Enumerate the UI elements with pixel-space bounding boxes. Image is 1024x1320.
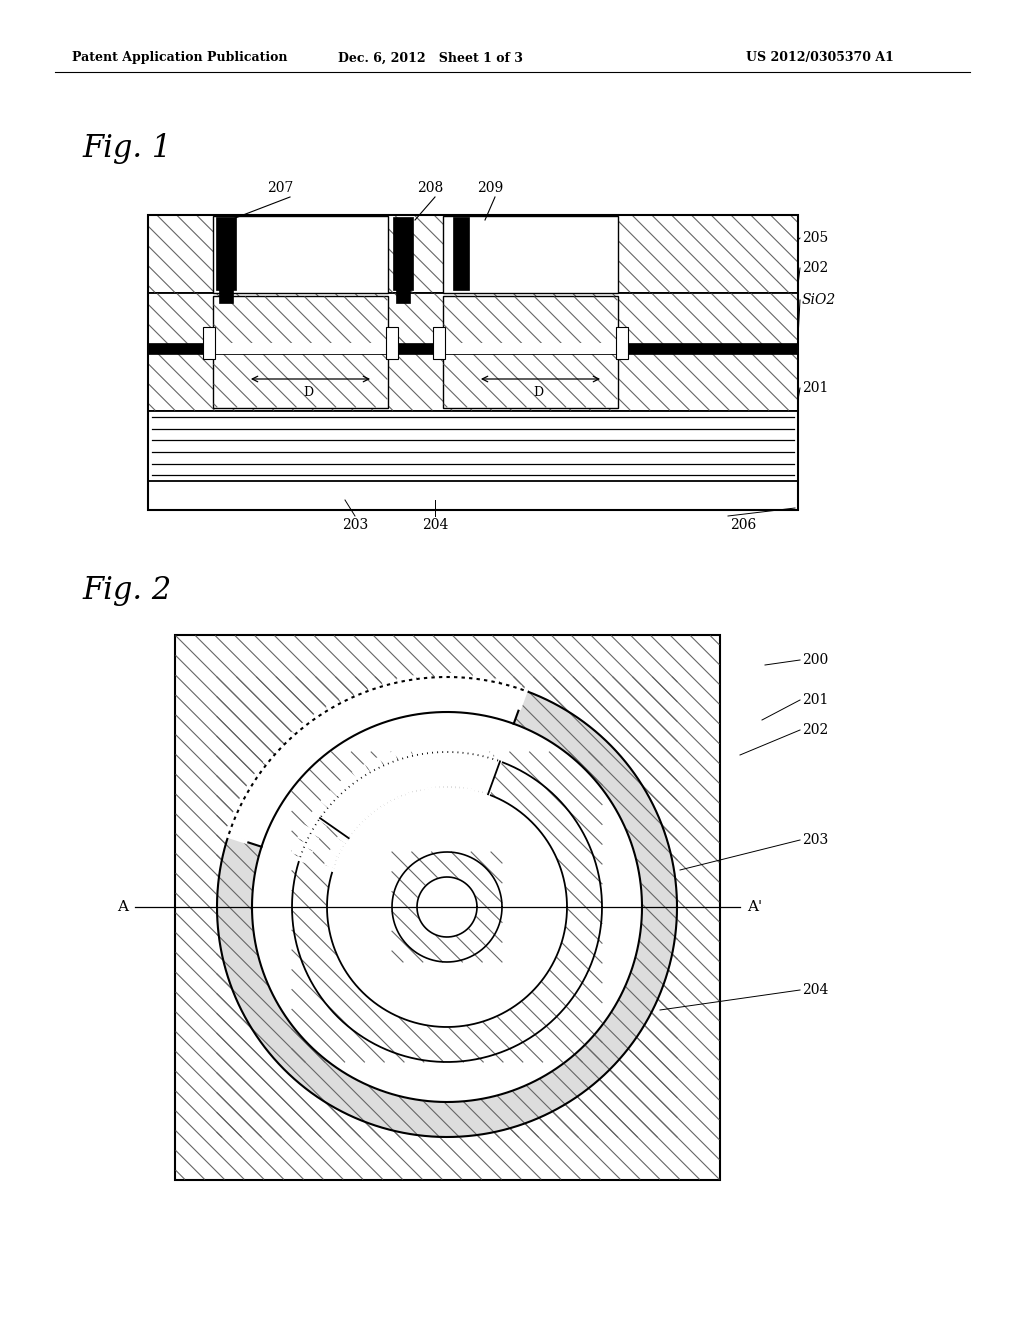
- Bar: [148, 215, 798, 510]
- Circle shape: [392, 851, 502, 962]
- Text: 204: 204: [422, 517, 449, 532]
- Bar: [148, 293, 798, 411]
- Polygon shape: [321, 752, 500, 838]
- Circle shape: [217, 677, 677, 1137]
- Bar: [396, 285, 410, 304]
- Bar: [148, 343, 798, 354]
- Text: 203: 203: [342, 517, 368, 532]
- Bar: [393, 216, 413, 290]
- Text: 202: 202: [802, 261, 828, 275]
- Circle shape: [417, 876, 477, 937]
- Bar: [175, 635, 720, 1180]
- Bar: [443, 216, 618, 293]
- Text: 207: 207: [267, 181, 293, 195]
- Bar: [148, 215, 798, 293]
- Text: 209: 209: [477, 181, 503, 195]
- Text: D: D: [532, 387, 543, 400]
- Text: 204: 204: [802, 983, 828, 997]
- Bar: [443, 296, 618, 408]
- Circle shape: [292, 752, 602, 1063]
- Bar: [214, 343, 387, 354]
- Text: 200: 200: [802, 653, 828, 667]
- Text: 205: 205: [802, 231, 828, 246]
- Bar: [386, 327, 398, 359]
- Polygon shape: [228, 677, 525, 846]
- Text: Patent Application Publication: Patent Application Publication: [72, 51, 288, 65]
- Text: Fig. 1: Fig. 1: [82, 132, 171, 164]
- Bar: [203, 327, 215, 359]
- Text: SiO2: SiO2: [802, 293, 837, 308]
- Text: A': A': [748, 900, 763, 913]
- Circle shape: [252, 711, 642, 1102]
- Text: 206: 206: [730, 517, 757, 532]
- Text: 203: 203: [802, 833, 828, 847]
- Bar: [616, 327, 628, 359]
- Text: 202: 202: [802, 723, 828, 737]
- Text: D: D: [303, 387, 313, 400]
- Text: 201: 201: [802, 693, 828, 708]
- Circle shape: [327, 787, 567, 1027]
- Bar: [444, 343, 617, 354]
- Bar: [216, 216, 236, 290]
- Bar: [453, 216, 469, 290]
- Text: 208: 208: [417, 181, 443, 195]
- Bar: [213, 216, 388, 293]
- Bar: [148, 411, 798, 480]
- Text: US 2012/0305370 A1: US 2012/0305370 A1: [746, 51, 894, 65]
- Text: A: A: [118, 900, 128, 913]
- Bar: [433, 327, 445, 359]
- Text: 201: 201: [802, 381, 828, 395]
- Bar: [219, 285, 233, 304]
- Bar: [213, 296, 388, 408]
- Text: Dec. 6, 2012   Sheet 1 of 3: Dec. 6, 2012 Sheet 1 of 3: [338, 51, 522, 65]
- Circle shape: [217, 677, 677, 1137]
- Text: Fig. 2: Fig. 2: [82, 574, 171, 606]
